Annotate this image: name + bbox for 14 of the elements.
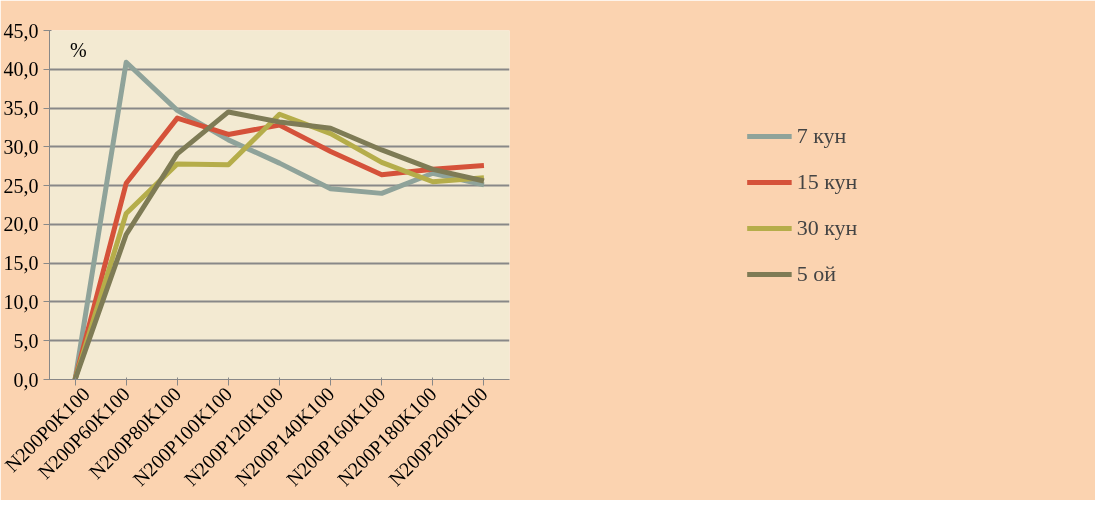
y-tick-label: 20,0 bbox=[3, 213, 39, 236]
y-tick-label: 15,0 bbox=[3, 252, 39, 275]
y-tick-label: 25,0 bbox=[3, 174, 39, 197]
y-tick-label: 45,0 bbox=[3, 19, 39, 42]
y-tick-label: 5,0 bbox=[13, 329, 39, 352]
legend-label: 5 ой bbox=[796, 260, 836, 287]
y-axis-title: % bbox=[69, 38, 87, 61]
y-tick-label: 40,0 bbox=[3, 58, 39, 81]
y-tick-label: 10,0 bbox=[3, 290, 39, 313]
legend-label: 7 кун bbox=[796, 122, 847, 149]
legend-label: 15 кун bbox=[796, 168, 858, 195]
y-tick-label: 30,0 bbox=[3, 135, 39, 158]
legend-label: 30 кун bbox=[796, 214, 858, 241]
y-tick-label: 35,0 bbox=[3, 97, 39, 120]
